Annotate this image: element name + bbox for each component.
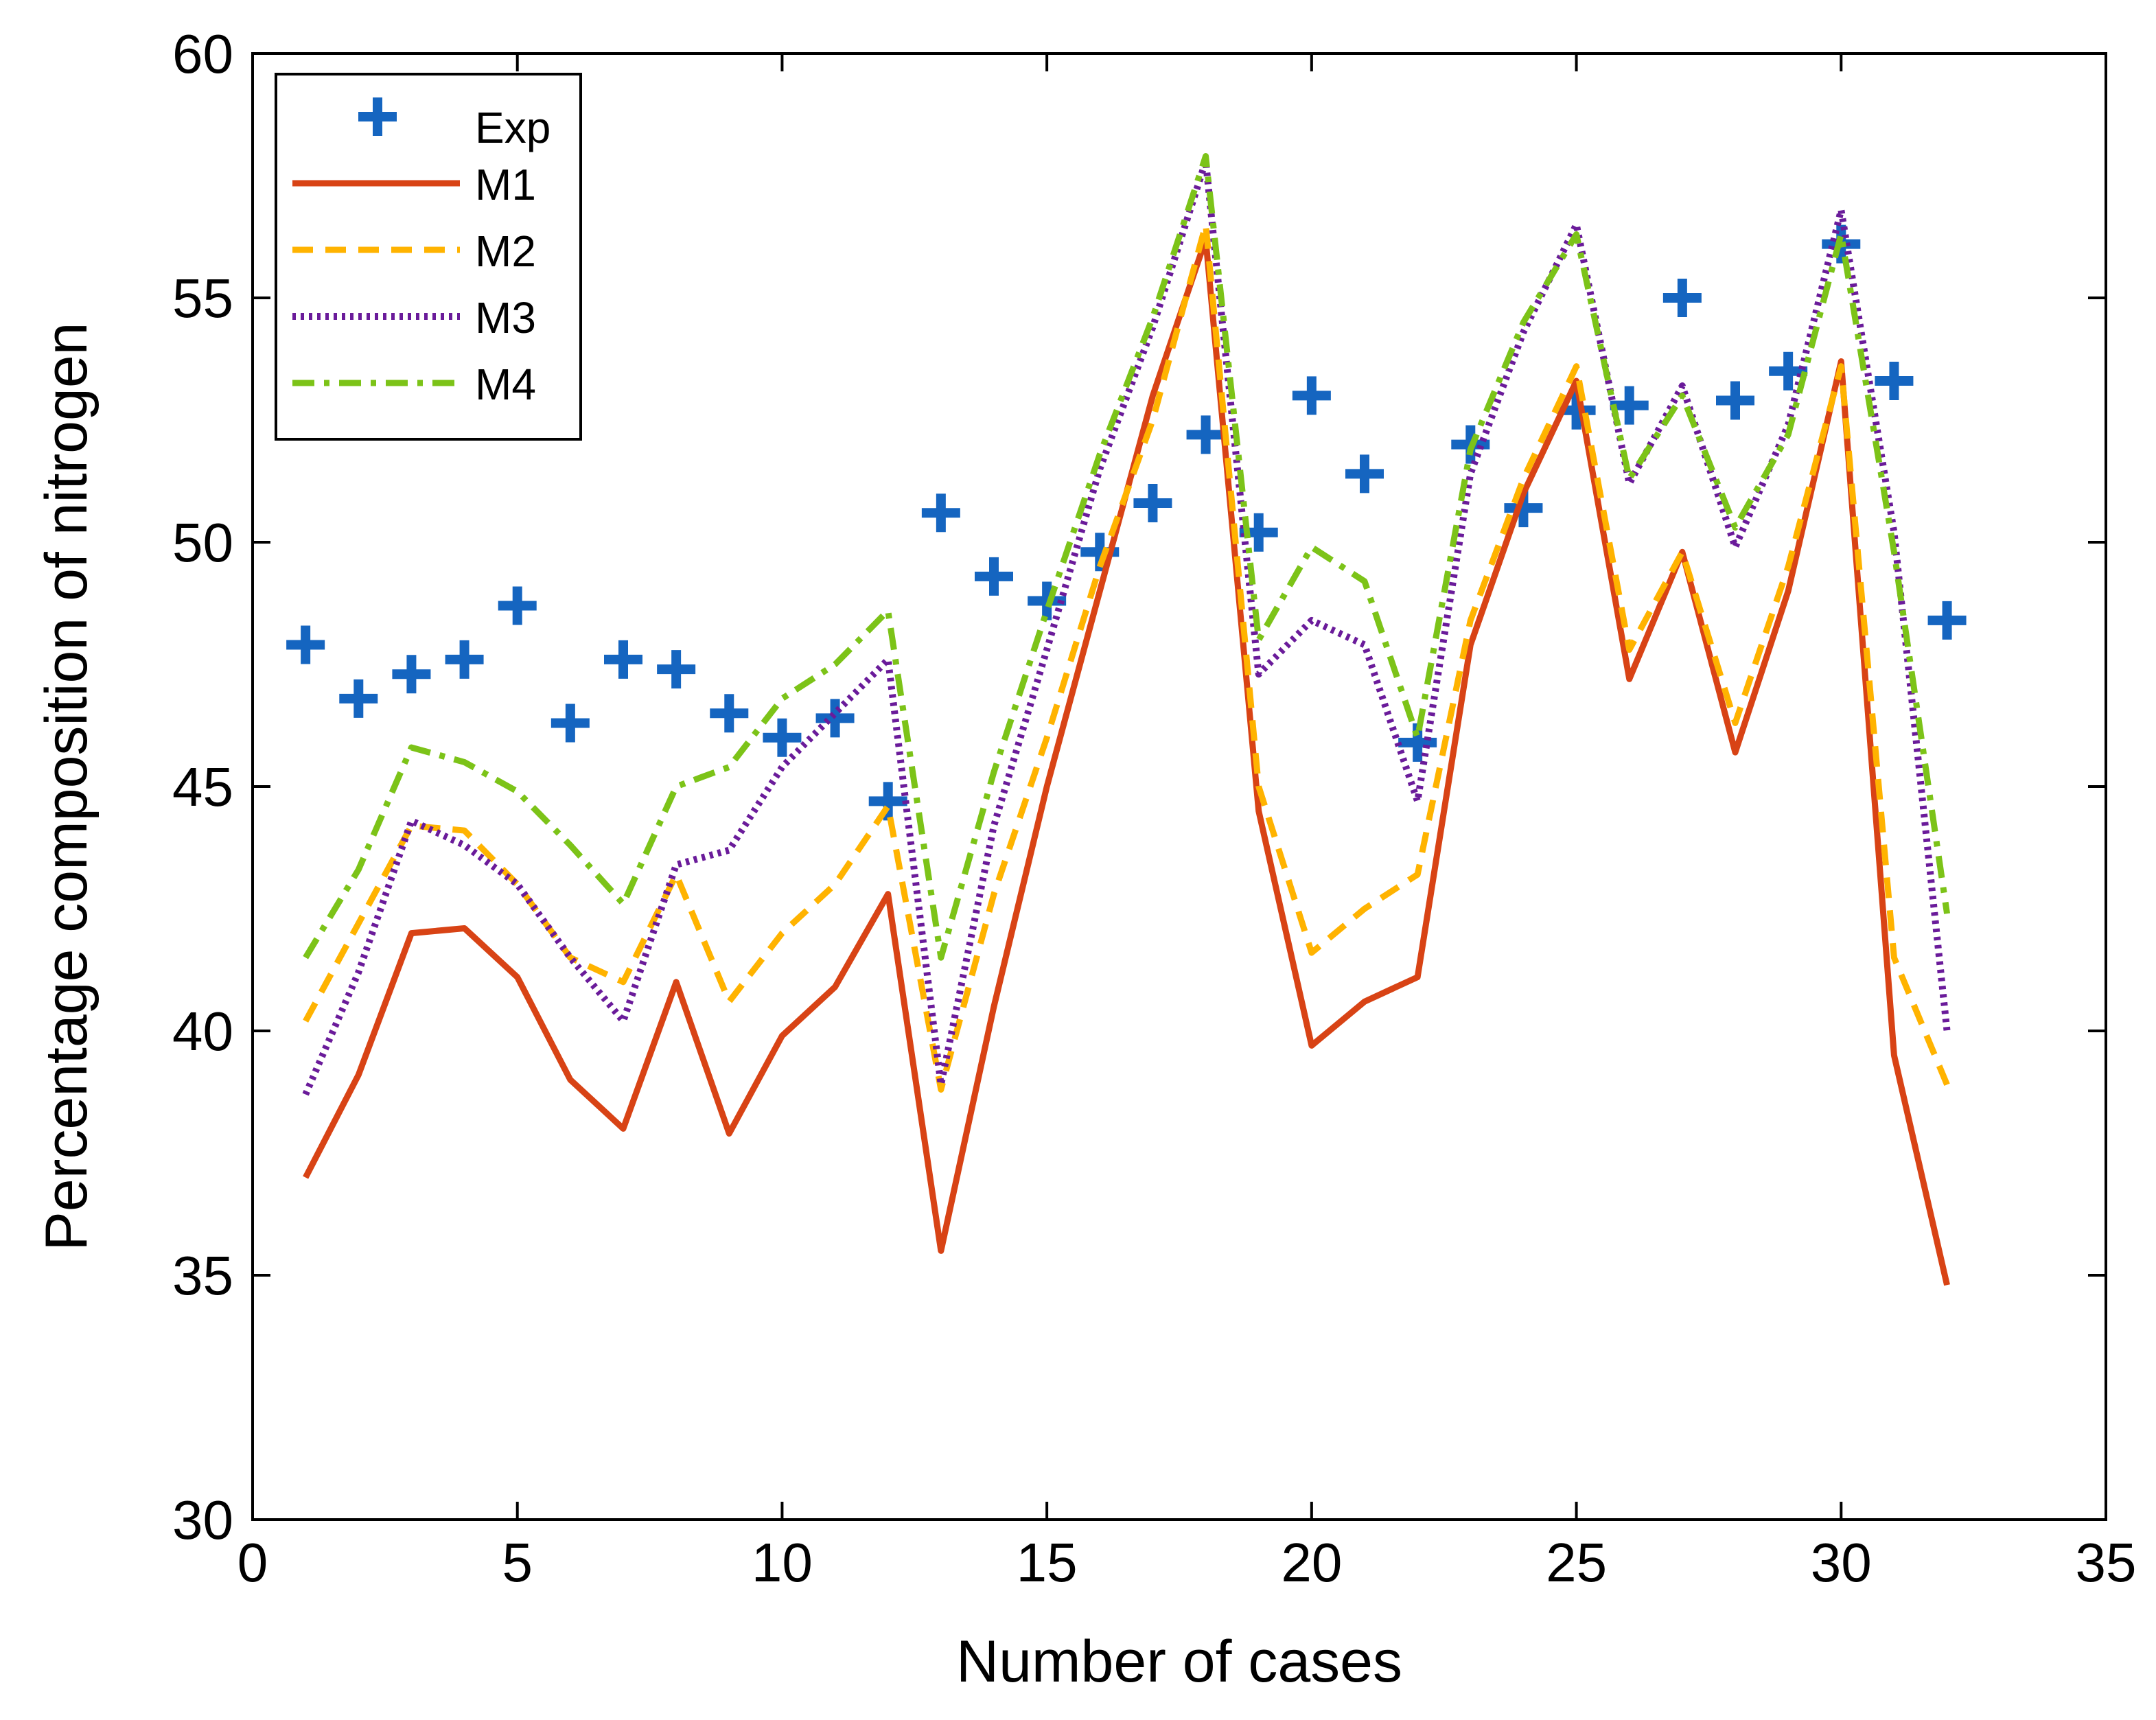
- point-exp: [763, 718, 802, 757]
- point-exp: [392, 655, 431, 694]
- plot-area: [251, 52, 2107, 1521]
- y-tick-label: 60: [172, 23, 233, 84]
- x-tick-label: 10: [752, 1532, 813, 1593]
- legend-box: [275, 73, 582, 441]
- y-tick-label: 55: [172, 268, 233, 329]
- legend-label-m3: M3: [475, 293, 536, 342]
- legend-label-exp: Exp: [475, 103, 550, 152]
- legend-label-m4: M4: [475, 360, 536, 409]
- x-tick-label: 15: [1017, 1532, 1078, 1593]
- y-tick-label: 30: [172, 1489, 233, 1550]
- point-exp: [1875, 362, 1914, 401]
- y-axis-title: Percentage composition of nitrogen: [34, 323, 100, 1251]
- series-line-m2: [303, 221, 1950, 1093]
- x-tick-label: 25: [1546, 1532, 1607, 1593]
- legend-label-m2: M2: [475, 226, 536, 276]
- series-line-m4: [303, 153, 1951, 961]
- point-exp: [921, 493, 960, 533]
- y-tick-label: 45: [172, 756, 233, 817]
- point-exp: [1292, 376, 1331, 415]
- point-exp: [1133, 484, 1172, 523]
- point-exp: [550, 704, 590, 743]
- legend: Exp M1 M2 M3 M4: [275, 73, 582, 441]
- y-tick-label: 35: [172, 1245, 233, 1306]
- point-exp: [286, 625, 325, 664]
- point-exp: [445, 640, 484, 679]
- axis-ticks: 0 5 10 15 20 25 30 35 30 35 40 45 50 55 60: [172, 23, 2136, 1593]
- point-exp: [1662, 279, 1702, 317]
- point-exp: [604, 640, 642, 679]
- point-exp: [1716, 381, 1754, 420]
- point-exp: [1769, 351, 1808, 391]
- x-tick-label: 5: [502, 1532, 533, 1593]
- x-tick-label: 30: [1811, 1532, 1872, 1593]
- point-exp: [657, 650, 696, 689]
- point-exp: [710, 694, 749, 733]
- series-line-m3: [302, 157, 1951, 1096]
- y-tick-label: 40: [172, 1001, 233, 1062]
- legend-label-m1: M1: [475, 160, 536, 209]
- point-exp: [339, 679, 378, 718]
- x-tick-label: 35: [2076, 1532, 2137, 1593]
- point-exp: [1927, 601, 1967, 640]
- legend-symbol-exp: [358, 97, 397, 136]
- point-exp: [975, 557, 1013, 596]
- point-exp: [868, 782, 907, 821]
- point-exp: [1345, 454, 1384, 493]
- x-tick-label: 20: [1281, 1532, 1342, 1593]
- x-tick-label: 0: [237, 1532, 268, 1593]
- y-tick-label: 50: [172, 512, 233, 573]
- point-exp: [498, 586, 537, 625]
- point-exp: [1186, 415, 1225, 454]
- x-axis-title: Number of cases: [956, 1629, 1402, 1695]
